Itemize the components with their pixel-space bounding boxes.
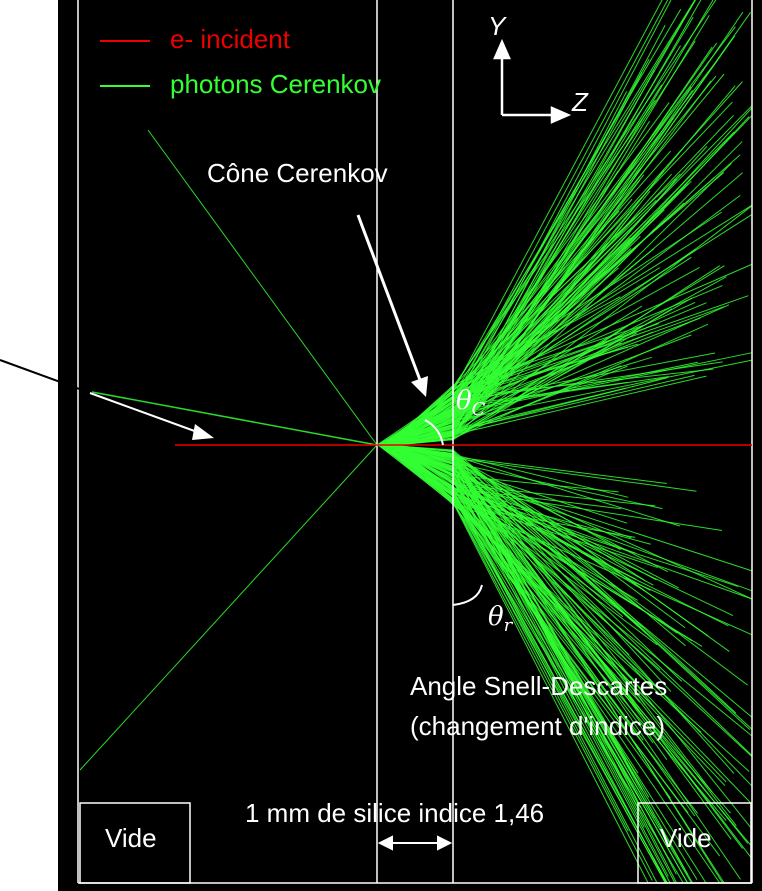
- annotation: Angle Snell-Descartes: [410, 671, 667, 701]
- annotation: Cône Cerenkov: [207, 158, 388, 188]
- angle-subscript: C: [472, 399, 486, 420]
- legend-label: photons Cerenkov: [170, 69, 381, 99]
- angle-symbol: θ: [456, 386, 472, 416]
- angle-symbol: θ: [488, 602, 504, 632]
- region-label: Vide: [105, 823, 157, 853]
- region-label: Vide: [660, 823, 712, 853]
- simulation-view: e- incident photons Cerenkov Y Z Cône Ce…: [0, 0, 762, 891]
- angle-subscript: r: [504, 615, 514, 636]
- axis-label: Z: [571, 87, 589, 117]
- legend-label: e- incident: [170, 24, 291, 54]
- page: e- incident photons Cerenkov Y Z Cône Ce…: [0, 0, 762, 891]
- annotation: (changement d'indice): [410, 711, 665, 741]
- axis-label: Y: [488, 11, 507, 41]
- annotation: 1 mm de silice indice 1,46: [245, 798, 544, 828]
